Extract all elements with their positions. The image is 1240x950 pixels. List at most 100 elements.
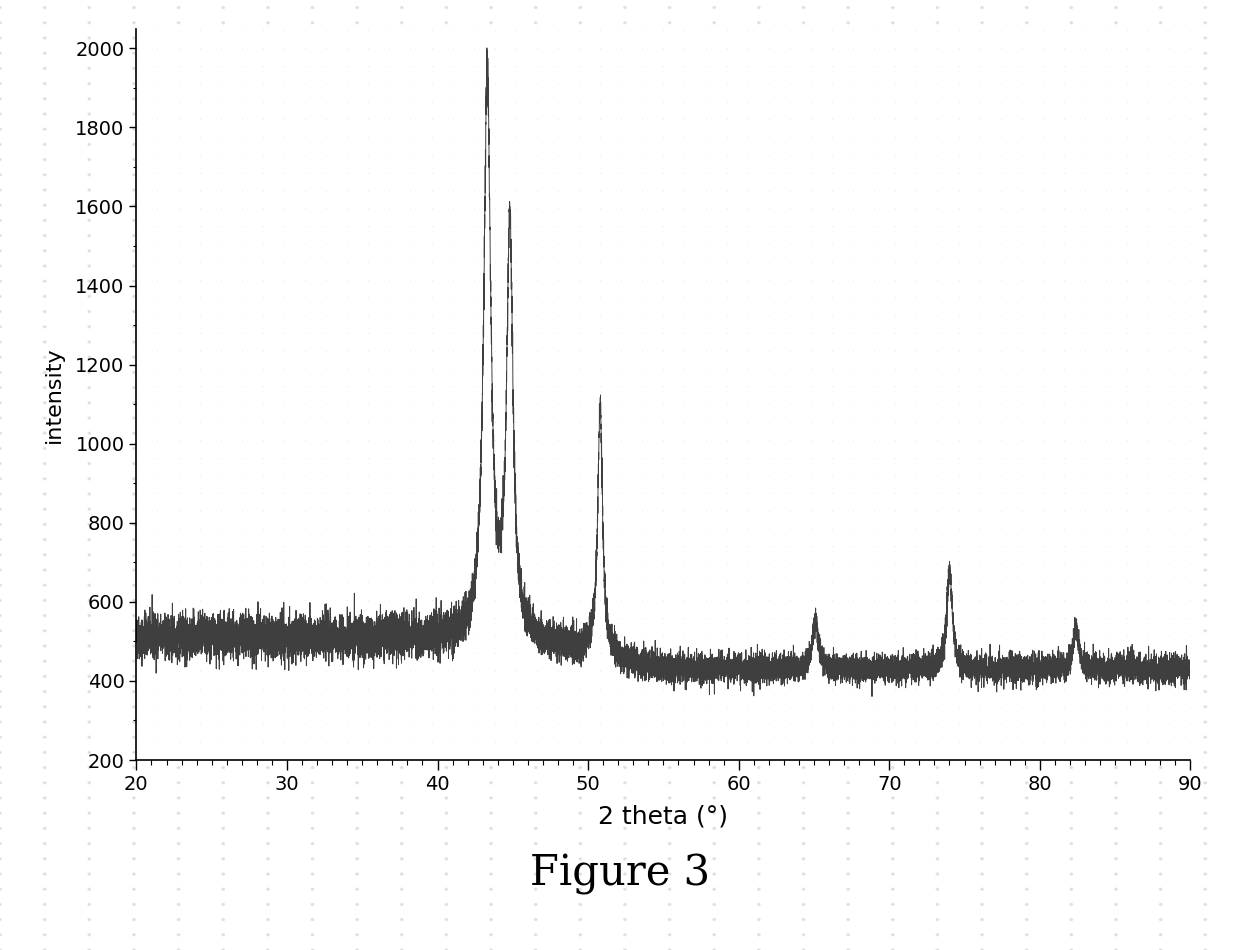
Point (780, 504, 800, 519)
Point (464, 432, 484, 447)
Point (1138, 343, 1158, 358)
Point (148, 485, 167, 501)
Point (843, 23, 863, 38)
Point (1012, 663, 1032, 678)
Point (675, 699, 694, 714)
Point (569, 112, 589, 127)
Point (422, 147, 441, 162)
Point (822, 646, 842, 661)
Point (590, 450, 610, 465)
Point (801, 41, 821, 56)
Point (506, 23, 526, 38)
Point (232, 752, 252, 768)
Point (653, 681, 673, 696)
Point (991, 23, 1011, 38)
Point (1117, 218, 1137, 234)
Point (401, 200, 420, 216)
Point (1075, 76, 1095, 91)
Point (675, 76, 694, 91)
Point (801, 200, 821, 216)
Point (379, 432, 399, 447)
Point (949, 237, 968, 252)
Point (443, 308, 463, 323)
Point (1180, 522, 1200, 537)
Point (632, 734, 652, 750)
Point (295, 41, 315, 56)
Point (506, 165, 526, 180)
Point (316, 255, 336, 270)
Point (801, 646, 821, 661)
Point (717, 23, 737, 38)
Point (337, 272, 357, 287)
Point (527, 147, 547, 162)
Point (780, 290, 800, 305)
Point (632, 112, 652, 127)
Point (422, 41, 441, 56)
Point (590, 94, 610, 109)
Point (527, 325, 547, 340)
Point (190, 681, 210, 696)
Point (1075, 646, 1095, 661)
Point (611, 255, 631, 270)
Point (337, 379, 357, 394)
Point (401, 218, 420, 234)
Point (485, 41, 505, 56)
Point (401, 41, 420, 56)
Point (675, 681, 694, 696)
Point (232, 450, 252, 465)
Point (632, 504, 652, 519)
Point (864, 255, 884, 270)
Point (759, 112, 779, 127)
Point (949, 522, 968, 537)
Point (485, 237, 505, 252)
Point (611, 663, 631, 678)
Point (928, 59, 947, 74)
Point (1096, 165, 1116, 180)
Point (253, 147, 273, 162)
Point (970, 129, 990, 144)
Point (906, 681, 926, 696)
Point (190, 147, 210, 162)
Point (1180, 734, 1200, 750)
Point (801, 752, 821, 768)
Point (1096, 646, 1116, 661)
Point (1159, 165, 1179, 180)
Point (928, 23, 947, 38)
Point (569, 557, 589, 572)
Point (295, 752, 315, 768)
Point (337, 699, 357, 714)
Point (843, 200, 863, 216)
Point (337, 557, 357, 572)
Point (1159, 290, 1179, 305)
Point (379, 522, 399, 537)
Point (738, 699, 758, 714)
Point (253, 504, 273, 519)
Point (148, 183, 167, 199)
Point (253, 414, 273, 429)
Point (1012, 76, 1032, 91)
Point (822, 414, 842, 429)
Point (316, 610, 336, 625)
Point (1012, 147, 1032, 162)
Point (295, 23, 315, 38)
Point (611, 646, 631, 661)
Point (611, 450, 631, 465)
Point (1075, 94, 1095, 109)
Point (569, 41, 589, 56)
Point (211, 450, 231, 465)
Point (401, 610, 420, 625)
Point (611, 308, 631, 323)
Point (148, 59, 167, 74)
Point (1138, 41, 1158, 56)
Point (991, 734, 1011, 750)
Point (949, 646, 968, 661)
Point (1096, 255, 1116, 270)
Point (569, 432, 589, 447)
Point (485, 592, 505, 607)
Point (653, 663, 673, 678)
Point (422, 76, 441, 91)
Point (232, 467, 252, 483)
Point (211, 575, 231, 590)
Point (422, 343, 441, 358)
Point (443, 218, 463, 234)
